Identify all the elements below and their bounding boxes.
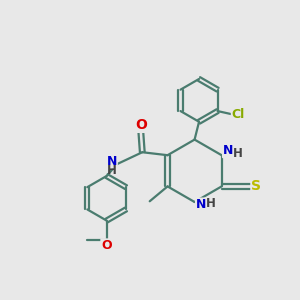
Text: O: O — [101, 239, 112, 252]
Text: N: N — [106, 154, 117, 168]
Text: S: S — [251, 179, 261, 194]
Text: O: O — [135, 118, 147, 132]
Text: H: H — [206, 197, 216, 210]
Text: H: H — [107, 164, 117, 177]
Text: Cl: Cl — [232, 107, 245, 121]
Text: H: H — [233, 147, 243, 160]
Text: N: N — [196, 199, 206, 212]
Text: N: N — [223, 144, 233, 157]
